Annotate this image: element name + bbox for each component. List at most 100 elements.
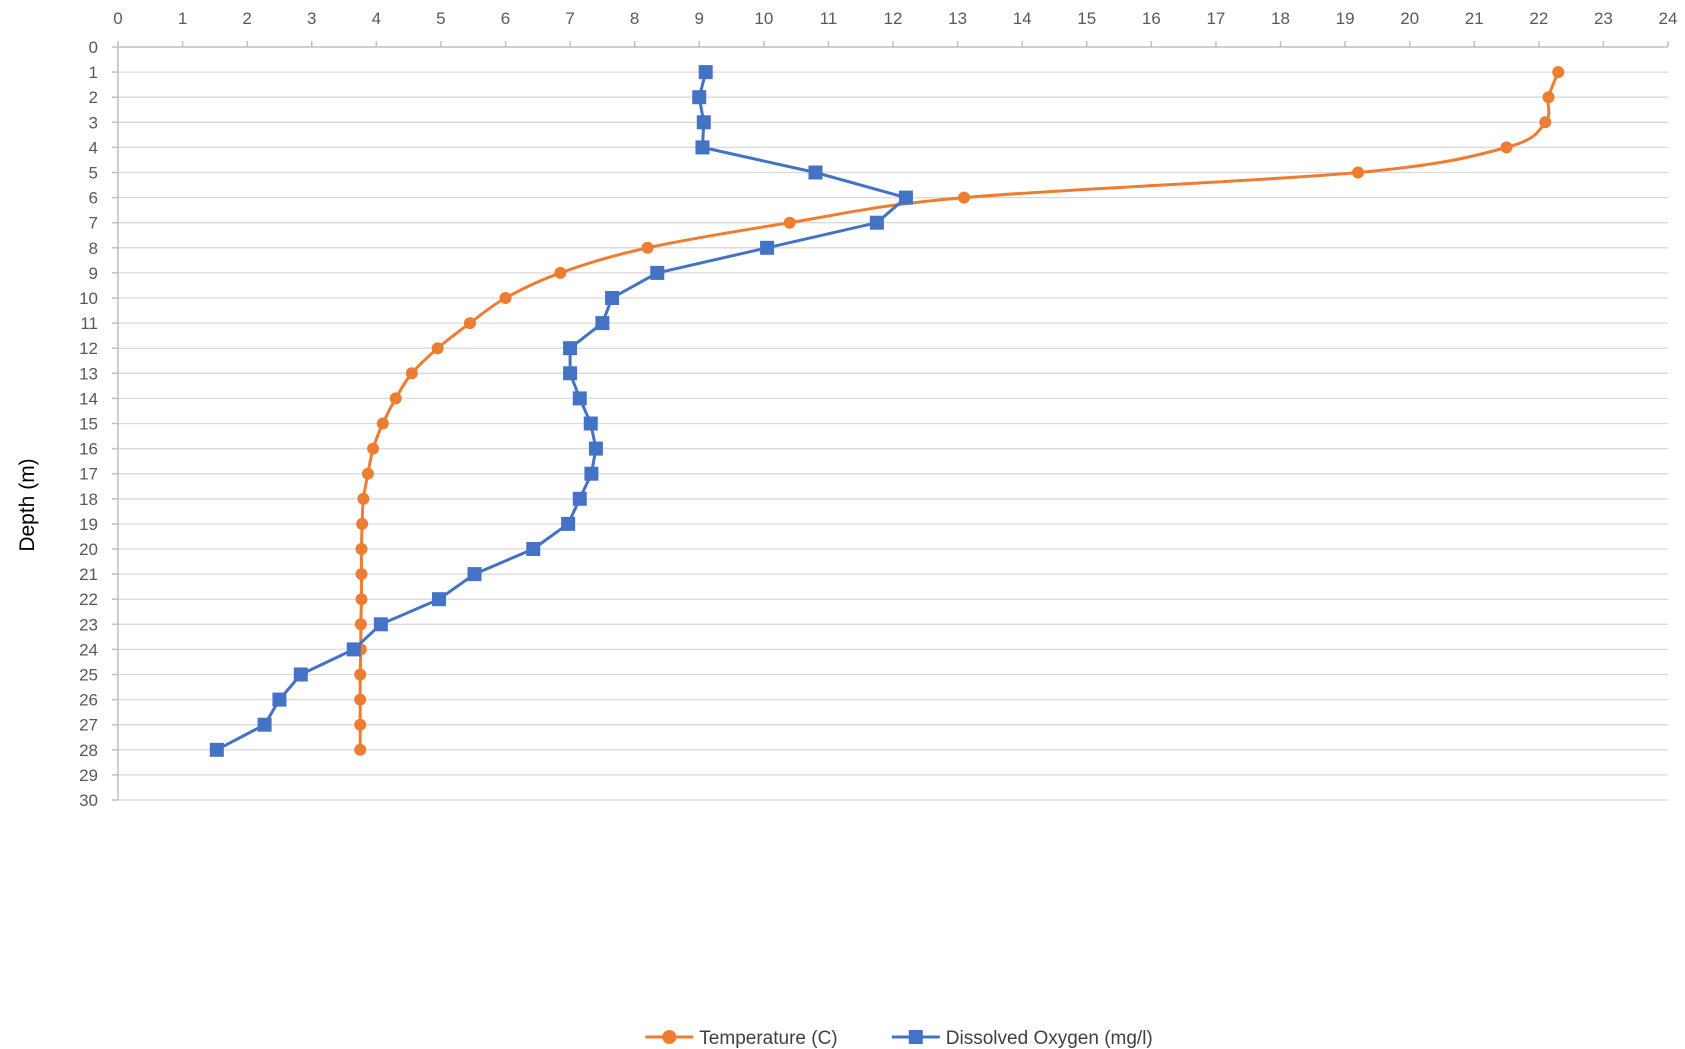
data-point	[692, 90, 707, 105]
data-point	[389, 392, 402, 405]
series-line	[358, 71, 1560, 750]
x-tick-label: 2	[242, 9, 251, 28]
data-point	[572, 391, 587, 406]
data-point	[1500, 141, 1513, 154]
data-point	[554, 266, 567, 279]
data-point	[209, 742, 224, 757]
x-tick-label: 3	[307, 9, 316, 28]
y-tick-label: 8	[89, 239, 98, 258]
y-tick-label: 6	[89, 189, 98, 208]
x-tick-label: 1	[178, 9, 187, 28]
data-point	[595, 316, 610, 331]
series-layer	[209, 65, 1565, 757]
data-point	[354, 668, 367, 681]
data-point	[355, 593, 368, 606]
y-tick-label: 0	[89, 38, 98, 57]
legend-label: Temperature (C)	[699, 1028, 837, 1049]
y-tick-label: 11	[80, 314, 98, 333]
data-point	[1542, 91, 1555, 104]
x-tick-label: 20	[1400, 9, 1419, 28]
data-point	[783, 216, 796, 229]
y-tick-label: 12	[79, 339, 98, 358]
data-point	[355, 568, 368, 581]
x-tick-label: 4	[372, 9, 381, 28]
data-point	[354, 618, 367, 631]
data-point	[463, 317, 476, 330]
data-point	[376, 417, 389, 430]
data-point	[346, 642, 361, 657]
data-point	[467, 567, 482, 582]
data-point	[563, 366, 578, 381]
x-tick-label: 14	[1013, 9, 1032, 28]
axes	[112, 41, 1669, 801]
y-tick-label: 4	[89, 138, 98, 157]
data-point	[373, 617, 388, 632]
x-tick-label: 11	[820, 9, 838, 28]
series-temperature	[354, 66, 1565, 756]
data-point	[355, 543, 368, 555]
x-tick-label: 9	[695, 9, 704, 28]
x-axis-tick-labels: 0 1 2 3 4 5 6 7 8 9 10 11 12 13 14 15 16 17 18 19 20 21 22 23 24	[113, 9, 1677, 28]
x-tick-label: 17	[1206, 9, 1225, 28]
x-tick-label: 0	[113, 9, 122, 28]
x-tick-label: 21	[1465, 9, 1484, 28]
data-point	[293, 667, 308, 682]
data-point	[563, 341, 578, 356]
data-point	[696, 115, 711, 130]
y-tick-label: 18	[79, 490, 98, 509]
data-point	[650, 265, 665, 280]
data-point	[257, 717, 272, 732]
data-point	[641, 241, 654, 254]
y-tick-label: 19	[79, 515, 98, 534]
y-tick-label: 30	[79, 791, 98, 810]
data-point	[605, 291, 620, 305]
data-point	[357, 492, 370, 505]
data-point	[958, 191, 971, 204]
y-tick-label: 5	[89, 164, 98, 183]
data-point	[431, 592, 446, 607]
data-point	[354, 743, 367, 756]
data-point	[431, 342, 444, 355]
y-tick-label: 25	[79, 666, 98, 685]
x-tick-label: 6	[501, 9, 510, 28]
horizontal-gridlines	[118, 71, 1668, 801]
x-tick-label: 19	[1336, 9, 1355, 28]
y-tick-label: 26	[79, 691, 98, 710]
x-tick-label: 18	[1271, 9, 1290, 28]
x-tick-label: 24	[1659, 9, 1678, 28]
y-axis-title: Depth (m)	[16, 458, 39, 551]
y-tick-label: 20	[79, 540, 98, 559]
x-tick-label: 15	[1077, 9, 1096, 28]
plot-area	[112, 41, 1669, 801]
y-tick-label: 10	[79, 289, 98, 308]
data-point	[361, 467, 374, 480]
y-tick-label: 29	[79, 766, 98, 785]
y-tick-label: 3	[89, 113, 98, 132]
data-point	[584, 466, 599, 481]
y-tick-label: 24	[79, 640, 98, 659]
y-tick-label: 21	[79, 565, 98, 584]
data-point	[698, 65, 713, 80]
series-dissolved-oxygen	[209, 65, 913, 757]
data-point	[405, 367, 418, 380]
x-tick-label: 7	[565, 9, 574, 28]
legend-item: Temperature (C)	[645, 1028, 838, 1049]
data-point	[588, 441, 603, 456]
data-point	[898, 190, 913, 205]
data-point	[526, 542, 541, 556]
data-point	[561, 516, 576, 531]
x-tick-label: 13	[948, 9, 967, 28]
y-tick-label: 1	[89, 63, 98, 82]
x-tick-label: 12	[884, 9, 903, 28]
data-point	[354, 718, 367, 731]
x-tick-label: 10	[754, 9, 773, 28]
data-point	[354, 693, 367, 706]
x-tick-label: 16	[1142, 9, 1161, 28]
data-point	[1352, 166, 1364, 179]
y-tick-label: 17	[79, 465, 98, 484]
y-tick-label: 15	[79, 415, 98, 434]
y-tick-label: 14	[79, 389, 98, 408]
legend-marker	[908, 1030, 923, 1044]
data-point	[583, 416, 598, 431]
